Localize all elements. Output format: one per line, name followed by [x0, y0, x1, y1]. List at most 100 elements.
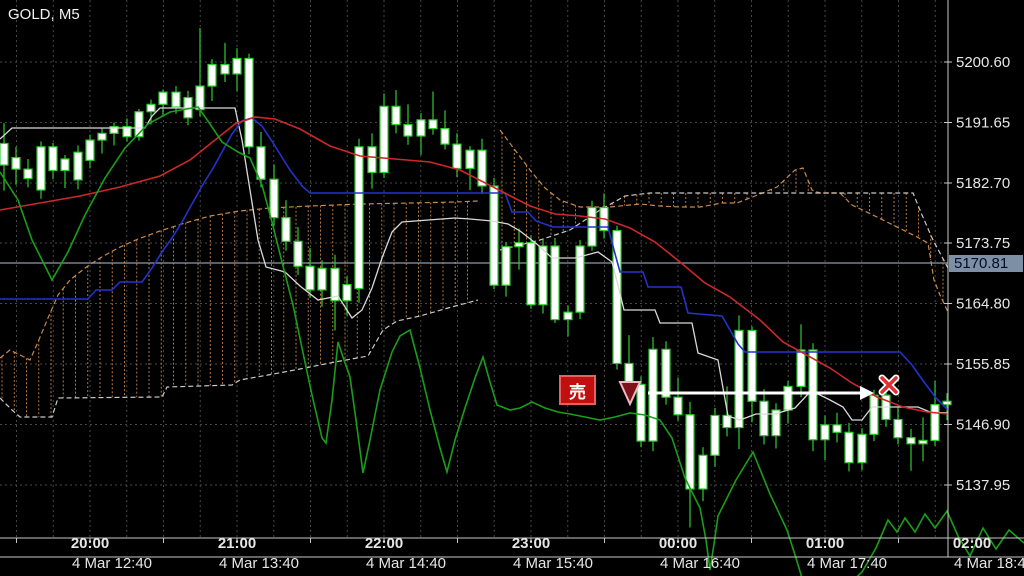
x-axis-label-date: 4 Mar 12:40 — [72, 555, 152, 572]
candle-body — [293, 240, 303, 267]
candle-body — [195, 85, 205, 111]
candle-body — [60, 158, 70, 172]
candle-body — [48, 146, 58, 172]
x-axis-label-time: 21:00 — [218, 535, 256, 552]
kijun-line — [0, 117, 949, 411]
candle-body — [232, 57, 242, 75]
x-axis-label-date: 4 Mar 13:40 — [219, 555, 299, 572]
y-axis-label: 5155.85 — [956, 356, 1010, 373]
candle-body — [550, 245, 560, 321]
candle-body — [36, 146, 46, 191]
candle-body — [0, 142, 9, 166]
candle-body — [330, 267, 340, 302]
candle-body — [317, 267, 327, 291]
candle-body — [342, 283, 352, 302]
candle-body — [673, 396, 683, 416]
candle-body — [158, 91, 168, 105]
candle-body — [648, 348, 658, 442]
candle-body — [244, 57, 254, 148]
candle-body — [930, 404, 940, 442]
candle-body — [514, 242, 524, 248]
candle-body — [122, 125, 132, 138]
candle-body — [893, 418, 903, 439]
candle-body — [23, 168, 33, 180]
x-axis-label-date: 4 Mar 18:40 — [954, 555, 1024, 572]
x-axis-label-time: 00:00 — [659, 535, 697, 552]
candle-body — [134, 111, 144, 138]
x-axis-label-time: 22:00 — [365, 535, 403, 552]
candle-body — [538, 245, 548, 306]
candle-body — [146, 103, 156, 113]
sell-arrow-icon — [618, 381, 642, 407]
candle-body — [73, 151, 83, 181]
x-axis-label-time: 02:00 — [953, 535, 991, 552]
y-axis-label: 5137.95 — [956, 477, 1010, 494]
candle-body — [636, 383, 646, 442]
candle-body — [256, 146, 266, 180]
candle-body — [305, 265, 315, 291]
sell-annotation-label: 売 — [559, 375, 596, 405]
candle-body — [661, 348, 671, 398]
candle-body — [403, 123, 413, 137]
candle-body — [269, 178, 279, 219]
close-position-x-icon — [880, 376, 898, 394]
symbol-timeframe-label: GOLD, M5 — [8, 6, 80, 23]
candle-body — [501, 246, 511, 286]
candle-body — [844, 431, 854, 464]
candle-body — [281, 217, 291, 242]
candle-body — [11, 157, 21, 170]
candle-body — [526, 242, 536, 306]
candle-body — [685, 414, 695, 490]
candle-body — [367, 146, 377, 174]
x-axis-label-date: 4 Mar 17:40 — [807, 555, 887, 572]
x-axis-label-time: 20:00 — [71, 535, 109, 552]
senkou-span-b-line — [499, 129, 949, 313]
candle-body — [906, 437, 916, 445]
candle-body — [575, 245, 585, 313]
y-axis-label: 5182.70 — [956, 175, 1010, 192]
candle-body — [734, 329, 744, 429]
candle-body — [354, 146, 364, 290]
candle-body — [783, 385, 793, 411]
senkou-span-a-line — [499, 192, 949, 269]
candle-body — [808, 349, 818, 441]
candle-body — [796, 349, 806, 388]
candle-body — [820, 424, 830, 441]
candle-body — [452, 143, 462, 170]
candle-body — [220, 63, 230, 75]
candle-body — [97, 132, 107, 141]
x-axis-label-date: 4 Mar 16:40 — [660, 555, 740, 572]
candle-body — [832, 424, 842, 433]
x-axis-label-time: 23:00 — [512, 535, 550, 552]
candle-body — [416, 119, 426, 137]
y-axis-label: 5164.80 — [956, 296, 1010, 313]
y-axis-label: 5200.60 — [956, 54, 1010, 71]
y-axis-label: 5173.75 — [956, 235, 1010, 252]
candle-body — [698, 454, 708, 490]
candle-body — [771, 409, 781, 437]
candle-body — [489, 185, 499, 286]
senkou-span-b-line — [0, 200, 479, 361]
candle-body — [465, 149, 475, 170]
y-axis-label: 5191.65 — [956, 115, 1010, 132]
candle-body — [942, 400, 952, 406]
moving-average-line — [0, 116, 949, 415]
trend-arrow-head — [860, 386, 874, 400]
candle-body — [85, 139, 95, 161]
x-axis-label-time: 01:00 — [806, 535, 844, 552]
candle-body — [171, 91, 181, 108]
candle-body — [391, 105, 401, 126]
current-price-badge: 5170.81 — [949, 255, 1023, 272]
candle-body — [207, 63, 217, 87]
x-axis-label-date: 4 Mar 14:40 — [366, 555, 446, 572]
candle-body — [109, 125, 119, 134]
candle-body — [563, 311, 573, 321]
candle-body — [428, 119, 438, 130]
candle-body — [747, 329, 757, 402]
x-axis-label-date: 4 Mar 15:40 — [513, 555, 593, 572]
candle-body — [440, 128, 450, 145]
candle-body — [710, 414, 720, 456]
candle-body — [918, 439, 928, 445]
